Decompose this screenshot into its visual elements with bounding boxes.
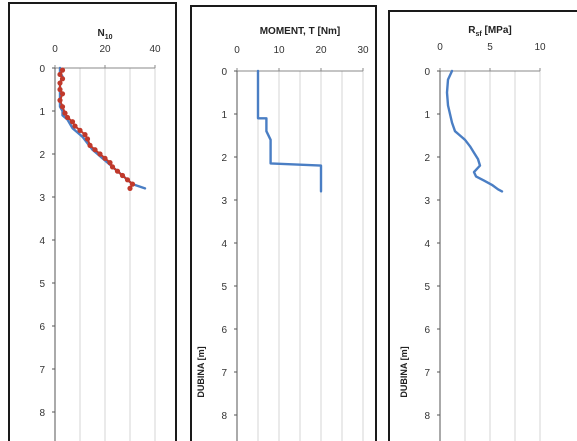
series-line-1 <box>445 69 504 193</box>
y-tick-label: 4 <box>39 236 45 247</box>
y-tick-label: 1 <box>424 110 430 121</box>
y-tick-label: 7 <box>39 365 45 376</box>
data-point <box>57 71 63 78</box>
data-point <box>102 155 108 161</box>
y-tick-label: 0 <box>39 64 45 75</box>
panel-frame <box>8 2 177 441</box>
y-tick-label: 1 <box>221 110 227 121</box>
x-tick-label: 20 <box>99 44 111 55</box>
x-tick-label: 0 <box>234 45 240 56</box>
data-point <box>62 110 68 116</box>
y-tick-label: 3 <box>221 196 227 207</box>
y-tick-label: 8 <box>424 411 430 422</box>
y-tick-label: 3 <box>39 193 45 204</box>
y-tick-label: 0 <box>221 67 227 78</box>
data-point <box>59 67 66 73</box>
data-point <box>59 104 66 110</box>
data-point <box>64 114 71 121</box>
data-point <box>82 132 88 138</box>
y-tick-label: 8 <box>221 411 227 422</box>
y-tick-label: 5 <box>39 279 45 290</box>
x-tick-label: 40 <box>149 44 161 55</box>
y-tick-label: 5 <box>424 282 430 293</box>
chart-title: N10 <box>97 28 112 41</box>
data-point <box>57 86 63 93</box>
y-axis-label: DUBINA [m] <box>399 346 409 397</box>
chart-title: Rsf [MPa] <box>468 25 511 38</box>
y-axis-label: DUBINA [m] <box>196 346 206 397</box>
y-tick-label: 3 <box>424 196 430 207</box>
panel-frame <box>190 5 377 441</box>
data-point <box>92 147 98 153</box>
data-point <box>84 136 91 142</box>
data-point <box>114 168 121 174</box>
x-tick-label: 10 <box>273 45 285 56</box>
y-tick-label: 6 <box>424 325 430 336</box>
chart-panel-1: 0 20 40 0 1 2 3 4 5 6 7 8 N10 <box>8 2 177 441</box>
data-point <box>109 164 116 170</box>
y-tick-label: 1 <box>39 107 45 118</box>
data-point <box>57 80 63 86</box>
y-tick-label: 2 <box>39 150 45 161</box>
data-point <box>127 185 133 191</box>
x-tick-label: 30 <box>357 45 369 56</box>
panel-frame <box>388 10 577 441</box>
x-tick-label: 5 <box>487 42 493 53</box>
x-tick-label: 20 <box>315 45 327 56</box>
y-tick-label: 4 <box>221 239 227 250</box>
y-tick-label: 6 <box>39 322 45 333</box>
y-tick-label: 5 <box>221 282 227 293</box>
series-line-1 <box>256 69 323 193</box>
data-point <box>97 151 103 157</box>
data-point <box>72 123 78 129</box>
y-tick-label: 7 <box>221 368 227 379</box>
data-point <box>59 76 66 82</box>
y-tick-label: 4 <box>424 239 430 250</box>
data-point <box>59 91 66 97</box>
data-point <box>77 127 83 133</box>
x-tick-label: 10 <box>534 42 546 53</box>
y-tick-label: 2 <box>424 153 430 164</box>
data-point <box>107 160 113 166</box>
data-point <box>119 172 126 179</box>
x-tick-label: 0 <box>52 44 58 55</box>
y-tick-label: 6 <box>221 325 227 336</box>
y-tick-label: 0 <box>424 67 430 78</box>
data-point <box>124 177 131 183</box>
y-tick-label: 7 <box>424 368 430 379</box>
y-tick-label: 8 <box>39 408 45 419</box>
y-tick-label: 2 <box>221 153 227 164</box>
chart-panel-3: 0 5 10 0 1 2 3 4 5 6 7 8 Rsf [MPa] DUBINA [m] <box>388 10 577 441</box>
chart-panel-2: 0 10 20 30 0 1 2 3 4 5 6 7 8 MOMENT, T [Nm] DUBINA [m] <box>190 5 377 441</box>
chart-title: MOMENT, T [Nm] <box>260 26 341 37</box>
data-point <box>87 142 93 148</box>
data-point <box>57 97 63 103</box>
x-tick-label: 0 <box>437 42 443 53</box>
data-point <box>69 119 76 125</box>
data-point <box>129 181 136 187</box>
